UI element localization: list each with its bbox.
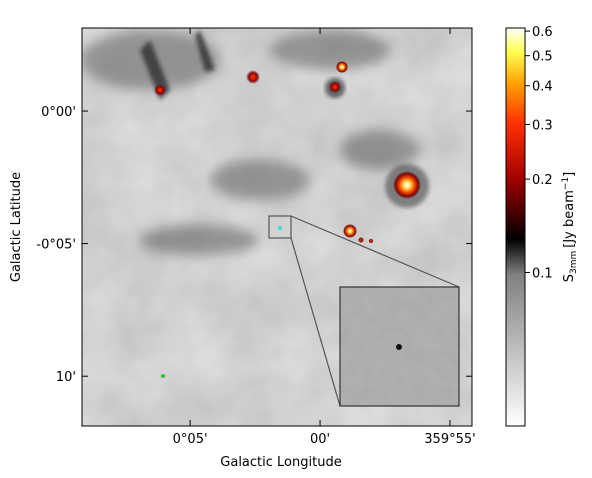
- colorbar-tick-label: 0.5: [532, 50, 553, 65]
- cb-sup: −1: [561, 177, 571, 190]
- colorbar-tick-label: 0.4: [532, 80, 553, 95]
- y-tick-label: 0°00': [41, 105, 76, 120]
- hot-sources: [154, 61, 429, 378]
- colorbar: [505, 27, 526, 427]
- cb-close: ]: [562, 172, 577, 177]
- x-tick-label: 359°55': [424, 432, 475, 447]
- cb-symbol: S: [562, 274, 577, 282]
- map-image: [82, 28, 472, 426]
- colorbar-tick-label: 0.2: [532, 173, 553, 188]
- colorbar-tick-label: 0.3: [532, 118, 553, 133]
- cb-unit: [Jy beam: [562, 190, 577, 248]
- x-axis-label: Galactic Longitude: [220, 455, 341, 470]
- colorbar-label: S3mm [Jy beam−1]: [561, 172, 579, 283]
- x-tick-label: 00': [310, 432, 330, 447]
- colorbar-tick-label: 0.1: [532, 266, 553, 281]
- y-tick-label: -0°05': [36, 238, 76, 253]
- cb-sub: 3mm: [569, 251, 579, 274]
- colorbar-tick-label: 0.6: [532, 25, 553, 40]
- y-axis-label: Galactic Latitude: [9, 172, 24, 282]
- x-tick-label: 0°05': [173, 432, 208, 447]
- plot-frame: [81, 27, 473, 427]
- y-tick-label: 10': [56, 370, 76, 385]
